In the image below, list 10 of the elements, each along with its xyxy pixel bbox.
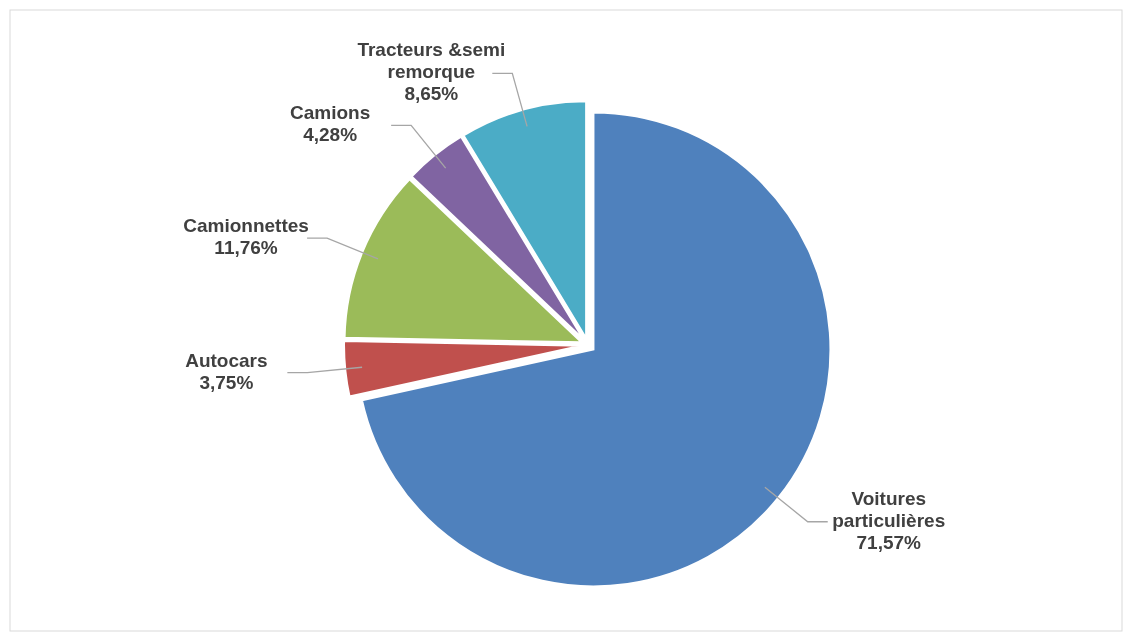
data-label: 8,65%: [404, 83, 459, 105]
slice-label: Camions: [290, 102, 371, 124]
data-label: 71,57%: [856, 531, 922, 553]
slice-label: Autocars: [185, 349, 268, 371]
slice-label: Camionnettes: [183, 215, 309, 237]
data-label: 3,75%: [199, 371, 254, 393]
slice-label: Voitures particulières: [832, 487, 946, 531]
data-label: 4,28%: [303, 124, 358, 146]
data-label: 11,76%: [214, 237, 278, 259]
slice-label: Tracteurs &semi remorque: [357, 39, 506, 83]
